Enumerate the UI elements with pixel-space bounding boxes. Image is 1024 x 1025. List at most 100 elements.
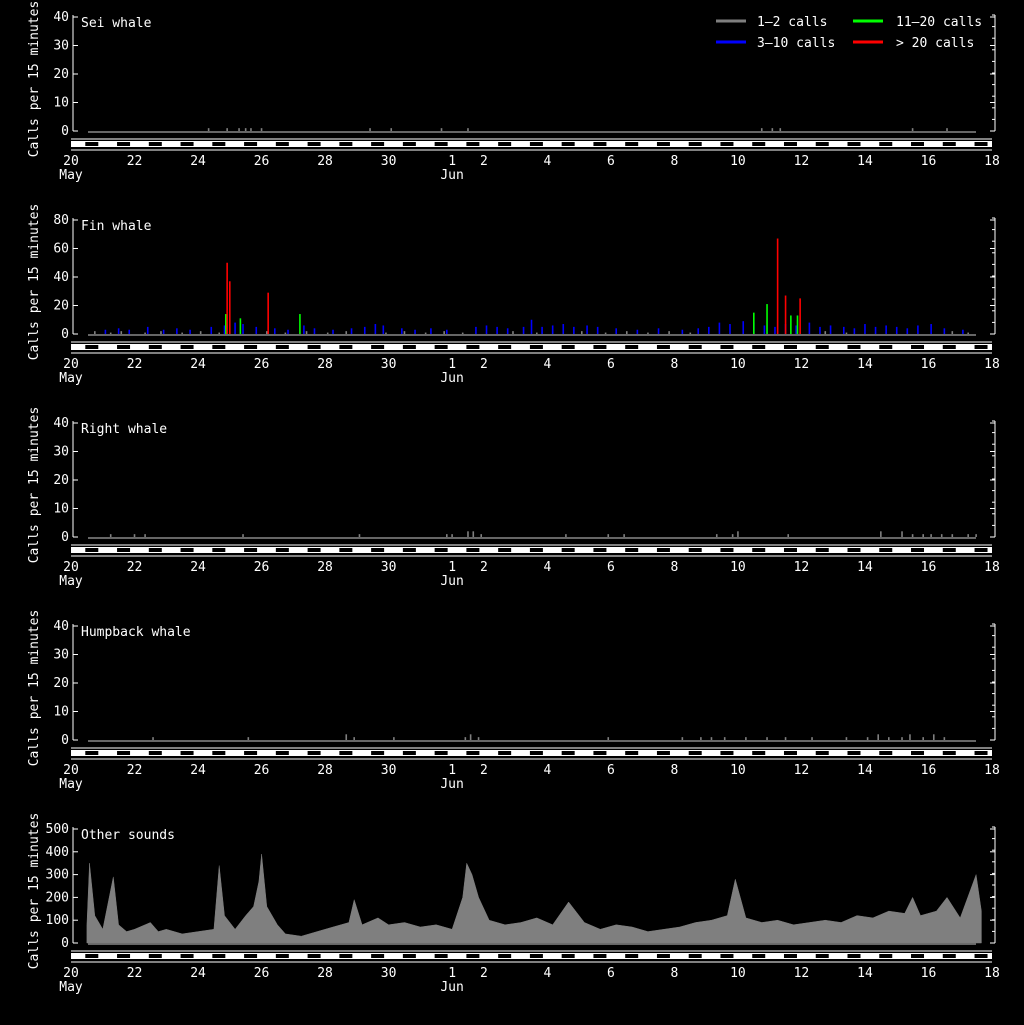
sei-whale-month-label-jun: Jun (440, 168, 463, 183)
other-sounds-night-block (180, 954, 194, 958)
sei-whale-xtick-label: 18 (984, 154, 1000, 169)
fin-whale-ytick-label: 40 (53, 270, 69, 285)
sei-whale-xtick-label: 26 (254, 154, 270, 169)
humpback-whale-month-label-may: May (59, 777, 83, 792)
other-sounds-panel: Other sounds Calls per 15 minutes 0 100 200 3… (27, 813, 1000, 995)
humpback-whale-ytick-label: 40 (53, 619, 69, 634)
fin-whale-night-block (752, 345, 766, 349)
fin-whale-night-block (498, 345, 512, 349)
right-whale-xtick-label: 4 (543, 560, 551, 575)
right-whale-night-block (561, 548, 575, 552)
other-sounds-ytick-label: 0 (61, 936, 69, 951)
humpback-whale-ylabel: Calls per 15 minutes (27, 610, 42, 767)
sei-whale-night-block (752, 142, 766, 146)
sei-whale-night-block (212, 142, 226, 146)
sei-whale-xtick-label: 20 (63, 154, 79, 169)
other-sounds-night-block (339, 954, 353, 958)
humpback-whale-night-block (942, 751, 956, 755)
other-sounds-xtick-label: 28 (317, 966, 333, 981)
sei-whale-night-block (244, 142, 258, 146)
other-sounds-xtick-label: 20 (63, 966, 79, 981)
fin-whale-night-block (879, 345, 893, 349)
other-sounds-night-block (244, 954, 258, 958)
sei-whale-night-block (879, 142, 893, 146)
humpback-whale-ytick-label: 20 (53, 676, 69, 691)
humpback-whale-xtick-label: 20 (63, 763, 79, 778)
sei-whale-xtick-label: 4 (543, 154, 551, 169)
right-whale-night-block (783, 548, 797, 552)
sei-whale-night-block (402, 142, 416, 146)
humpback-whale-xtick-label: 12 (794, 763, 810, 778)
legend-label-3-10: 3–10 calls (757, 36, 835, 51)
fin-whale-night-block (117, 345, 131, 349)
right-whale-xtick-label: 1 (448, 560, 456, 575)
right-whale-night-block (148, 548, 162, 552)
sei-whale-xtick-label: 16 (921, 154, 937, 169)
humpback-whale-night-block (815, 751, 829, 755)
sei-whale-xtick-label: 10 (730, 154, 746, 169)
humpback-whale-xtick-label: 6 (607, 763, 615, 778)
sei-whale-xtick-label: 8 (670, 154, 678, 169)
fin-whale-night-block (720, 345, 734, 349)
right-whale-night-block (656, 548, 670, 552)
other-sounds-ytick-label: 100 (46, 913, 69, 928)
right-whale-night-block (720, 548, 734, 552)
right-whale-night-block (529, 548, 543, 552)
right-whale-night-block (307, 548, 321, 552)
right-whale-xtick-label: 30 (381, 560, 397, 575)
right-whale-night-block (275, 548, 289, 552)
right-whale-xtick-label: 24 (190, 560, 206, 575)
sei-whale-night-block (180, 142, 194, 146)
fin-whale-xtick-label: 8 (670, 357, 678, 372)
right-whale-month-label-jun: Jun (440, 574, 463, 589)
sei-whale-night-block (529, 142, 543, 146)
fin-whale-night-block (466, 345, 480, 349)
sei-whale-night-block (974, 142, 988, 146)
other-sounds-ylabel: Calls per 15 minutes (27, 813, 42, 970)
fin-whale-xtick-label: 28 (317, 357, 333, 372)
other-sounds-night-block (752, 954, 766, 958)
fin-whale-ytick-label: 20 (53, 299, 69, 314)
other-sounds-xtick-label: 24 (190, 966, 206, 981)
other-sounds-night-block (879, 954, 893, 958)
fin-whale-xtick-label: 24 (190, 357, 206, 372)
fin-whale-night-block (371, 345, 385, 349)
legend-label-11-20: 11–20 calls (896, 15, 982, 30)
humpback-whale-night-block (339, 751, 353, 755)
right-whale-night-block (180, 548, 194, 552)
right-whale-night-block (688, 548, 702, 552)
humpback-whale-ytick-label: 10 (53, 705, 69, 720)
other-sounds-xtick-label: 8 (670, 966, 678, 981)
right-whale-night-block (911, 548, 925, 552)
right-whale-ylabel: Calls per 15 minutes (27, 407, 42, 564)
fin-whale-night-block (625, 345, 639, 349)
other-sounds-xtick-label: 30 (381, 966, 397, 981)
right-whale-night-block (434, 548, 448, 552)
right-whale-night-block (402, 548, 416, 552)
humpback-whale-night-block (498, 751, 512, 755)
sei-whale-night-block (85, 142, 99, 146)
sei-whale-night-block (656, 142, 670, 146)
fin-whale-night-block (244, 345, 258, 349)
sei-whale-night-block (847, 142, 861, 146)
humpback-whale-night-block (783, 751, 797, 755)
sei-whale-ytick-label: 20 (53, 67, 69, 82)
fin-whale-night-block (434, 345, 448, 349)
humpback-whale-xtick-label: 4 (543, 763, 551, 778)
other-sounds-month-label-may: May (59, 980, 83, 995)
humpback-whale-xtick-label: 14 (857, 763, 873, 778)
right-whale-night-block (244, 548, 258, 552)
sei-whale-xtick-label: 1 (448, 154, 456, 169)
right-whale-night-block (117, 548, 131, 552)
other-sounds-ytick-label: 300 (46, 868, 69, 883)
sei-whale-month-label-may: May (59, 168, 83, 183)
other-sounds-xtick-label: 22 (127, 966, 143, 981)
other-sounds-xtick-label: 10 (730, 966, 746, 981)
fin-whale-xtick-label: 14 (857, 357, 873, 372)
right-whale-night-block (847, 548, 861, 552)
sei-whale-xtick-label: 2 (480, 154, 488, 169)
right-whale-night-block (498, 548, 512, 552)
humpback-whale-xtick-label: 2 (480, 763, 488, 778)
right-whale-xtick-label: 6 (607, 560, 615, 575)
